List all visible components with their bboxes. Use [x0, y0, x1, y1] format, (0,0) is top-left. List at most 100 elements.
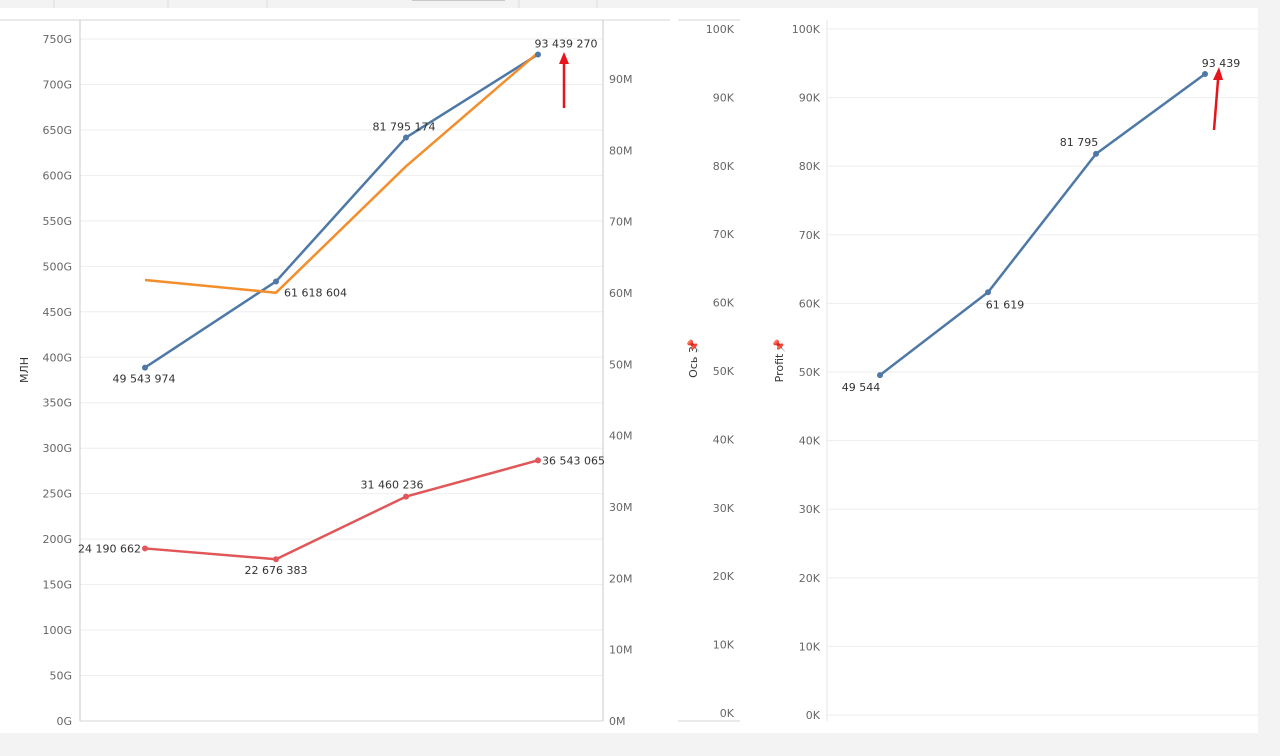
data-point[interactable]: [985, 289, 991, 296]
data-label: 93 439 270: [535, 37, 598, 50]
data-point[interactable]: [273, 278, 279, 285]
chart-main-red-arrow: [559, 52, 569, 108]
axis-3-tick-label: 80K: [713, 160, 735, 173]
right-tick-label: 30M: [609, 501, 633, 514]
chart-main-right-ticks: 0M 10M 20M 30M 40M 50M 60M 70M 80M 90M: [609, 73, 633, 728]
left-tick-label: 550G: [42, 215, 72, 228]
data-point[interactable]: [142, 364, 148, 371]
right-tick-label: 0M: [609, 715, 626, 728]
axis-3-tick-label: 0K: [720, 707, 735, 720]
data-point[interactable]: [535, 51, 541, 58]
axis-3-tick-label: 30K: [713, 502, 735, 515]
data-point[interactable]: [273, 556, 279, 563]
left-tick-label: 600G: [42, 169, 72, 182]
axis-3-tick-label: 50K: [713, 365, 735, 378]
series-line: [879, 73, 1206, 377]
left-tick-label: 650G: [42, 124, 72, 137]
profit-tick-label: 90K: [799, 92, 821, 105]
left-tick-label: 300G: [42, 442, 72, 455]
data-label: 31 460 236: [361, 479, 424, 492]
axis-3-label-text: Ось 3: [687, 346, 700, 378]
right-tick-label: 60M: [609, 287, 633, 300]
profit-tick-label: 80K: [799, 160, 821, 173]
axis-3-tick-label: 20K: [713, 570, 735, 583]
data-label: 49 544: [842, 381, 881, 394]
chart-main-gridlines: [80, 38, 603, 722]
right-tick-label: 40M: [609, 430, 633, 443]
data-label: 49 543 974: [113, 373, 176, 386]
axis-3-tick-label: 100K: [706, 23, 735, 36]
profit-tick-label: 60K: [799, 297, 821, 310]
left-tick-label: 250G: [42, 488, 72, 501]
chart-profit-ticks: 0K 10K 20K 30K 40K 50K 60K 70K 80K 90K 100K: [792, 23, 821, 722]
pin-icon[interactable]: 📌: [772, 339, 786, 353]
right-tick-label: 50M: [609, 358, 633, 371]
chart-profit-red-arrow: [1212, 67, 1223, 131]
profit-tick-label: 100K: [792, 23, 821, 36]
chart-profit-series: [879, 73, 1206, 377]
chart-axis-3: 0K 10K 20K 30K 40K 50K 60K 70K 80K 90K 100K Ось 3 …: [678, 19, 740, 722]
data-label: 81 795 174: [373, 121, 436, 134]
axis-3-tick-label: 90K: [713, 91, 735, 104]
data-label: 61 619: [986, 298, 1025, 311]
data-point[interactable]: [403, 493, 409, 500]
series-line: [144, 459, 539, 561]
data-point[interactable]: [877, 372, 883, 379]
left-tick-label: 0G: [56, 715, 72, 728]
profit-tick-label: 20K: [799, 572, 821, 585]
left-tick-label: 50G: [49, 670, 72, 683]
profit-tick-label: 50K: [799, 366, 821, 379]
profit-tick-label: 30K: [799, 503, 821, 516]
chart-main-left-ticks: 0G 50G 100G 150G 200G 250G 300G 350G 400G 450G 500…: [42, 33, 72, 728]
left-tick-label: 450G: [42, 306, 72, 319]
data-point[interactable]: [403, 134, 409, 141]
axis-3-tick-label: 10K: [713, 639, 735, 652]
data-label: 22 676 383: [245, 564, 308, 577]
left-tick-label: 400G: [42, 351, 72, 364]
chart-main-points[interactable]: [142, 51, 541, 563]
right-tick-label: 10M: [609, 644, 633, 657]
pin-icon[interactable]: 📌: [686, 339, 700, 353]
profit-tick-label: 40K: [799, 435, 821, 448]
data-label: 24 190 662: [78, 542, 141, 555]
series-line: [144, 51, 539, 294]
axis-3-tick-label: 70K: [713, 228, 735, 241]
profit-label-text: Profit: [773, 353, 786, 382]
chart-profit: 0K 10K 20K 30K 40K 50K 60K 70K 80K 90K 100K Profit…: [772, 20, 1258, 722]
data-label: 81 795: [1060, 136, 1099, 149]
chart-profit-gridlines: [827, 28, 1258, 716]
right-tick-label: 80M: [609, 144, 633, 157]
chart-main: 0G 50G 100G 150G 200G 250G 300G 350G 400G 450G 500…: [0, 19, 670, 728]
right-tick-label: 20M: [609, 572, 633, 585]
profit-tick-label: 0K: [806, 709, 821, 722]
chart-axis-3-label[interactable]: Ось 3 📌: [686, 339, 700, 378]
right-tick-label: 70M: [609, 216, 633, 229]
data-label: 93 439: [1202, 57, 1241, 70]
left-tick-label: 700G: [42, 78, 72, 91]
left-tick-label: 350G: [42, 397, 72, 410]
left-tick-label: 150G: [42, 579, 72, 592]
chart-profit-y-axis-label[interactable]: Profit 📌: [772, 339, 786, 383]
data-point[interactable]: [1202, 71, 1208, 78]
data-point[interactable]: [535, 457, 541, 464]
chart-profit-points[interactable]: [877, 71, 1208, 379]
data-point[interactable]: [1093, 150, 1099, 157]
top-tab-strip[interactable]: [53, 0, 598, 8]
left-tick-label: 500G: [42, 260, 72, 273]
left-tick-label: 750G: [42, 33, 72, 46]
right-tick-label: 90M: [609, 73, 633, 86]
profit-tick-label: 10K: [799, 640, 821, 653]
chart-main-y-axis-label: МЛН: [18, 357, 31, 383]
data-point[interactable]: [142, 545, 148, 552]
left-tick-label: 200G: [42, 533, 72, 546]
series-line: [144, 53, 539, 369]
axis-3-tick-label: 40K: [713, 433, 735, 446]
dashboard-background: [0, 8, 1258, 733]
data-label: 36 543 065: [542, 454, 605, 467]
left-tick-label: 100G: [42, 624, 72, 637]
chart-main-axes: [0, 19, 670, 722]
profit-tick-label: 70K: [799, 229, 821, 242]
chart-main-data-labels: 49 543 974 61 618 604 81 795 174 93 439 270…: [78, 37, 605, 577]
chart-main-series: [144, 51, 539, 561]
